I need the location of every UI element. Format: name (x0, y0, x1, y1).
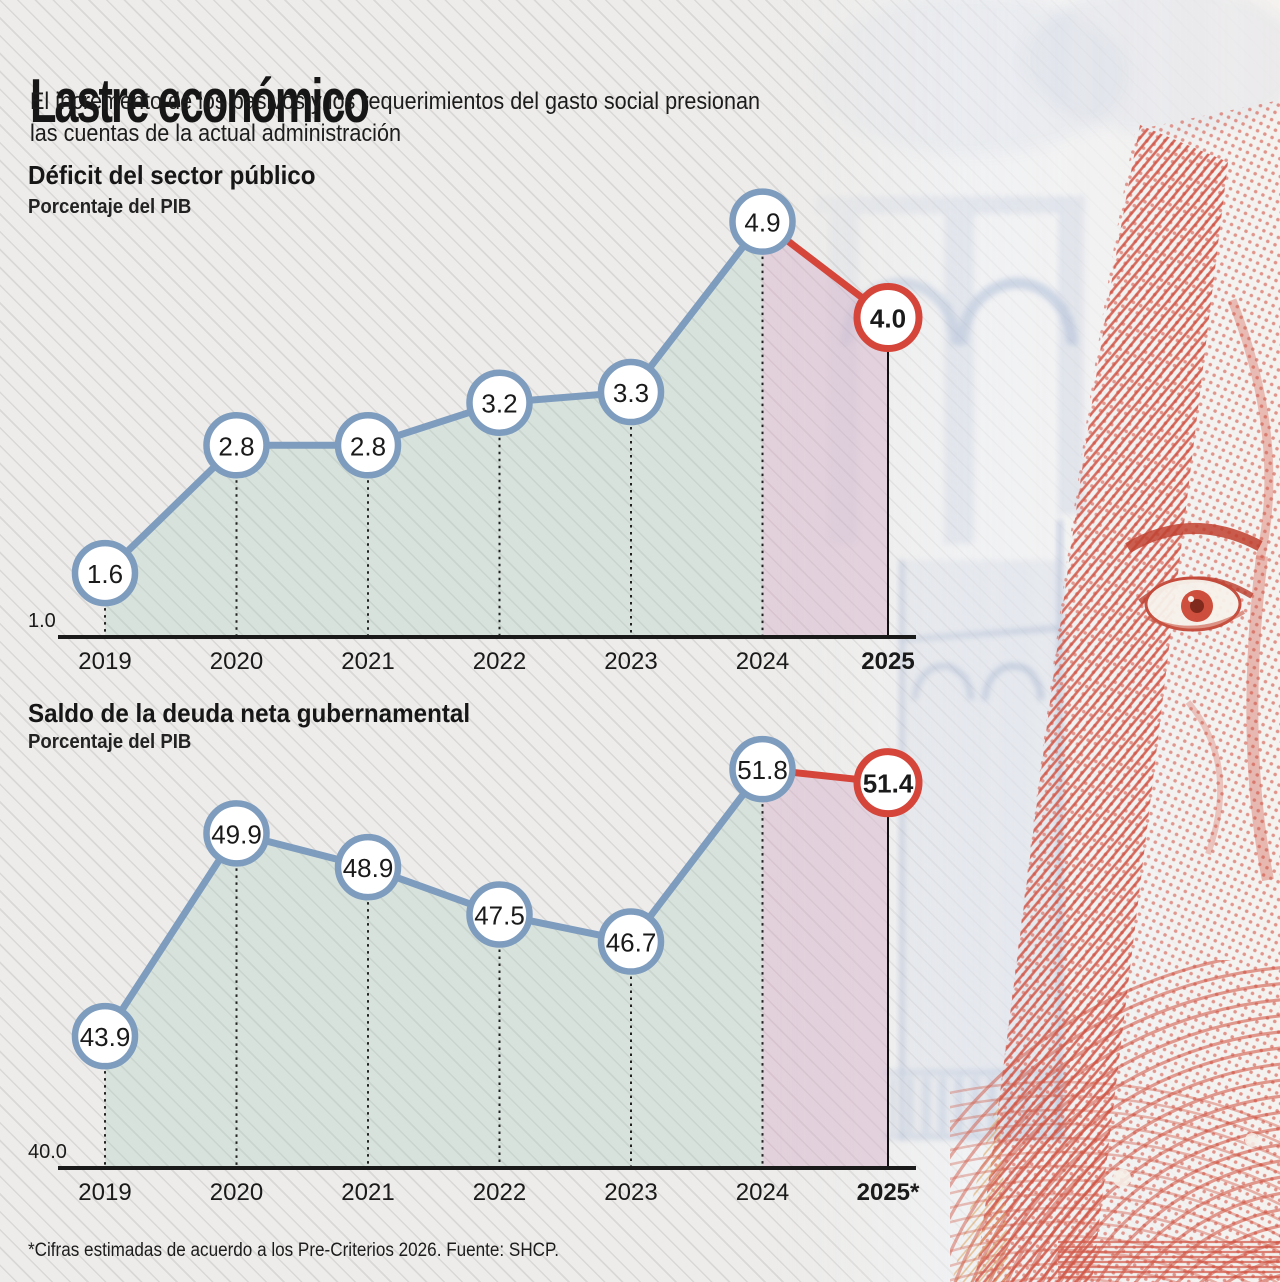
data-point-value: 49.9 (211, 819, 262, 849)
forecast-line (759, 765, 892, 787)
y-axis-min-label: 1.0 (28, 610, 56, 632)
banknote-architecture (810, 0, 1280, 1140)
source-footnote: *Cifras estimadas de acuerdo a los Pre-C… (28, 1240, 559, 1261)
data-point (203, 412, 270, 479)
history-area-fill (105, 769, 763, 1168)
data-point-value: 51.8 (737, 755, 788, 785)
forecast-data-point (853, 748, 923, 818)
data-point (597, 358, 665, 426)
banknote-railing (883, 1069, 1067, 1140)
data-point (729, 188, 796, 255)
x-tick-label: 2022 (473, 1179, 526, 1206)
x-tick-label: 2025 (861, 648, 914, 675)
data-point-value: 4.9 (744, 208, 780, 238)
x-tick-label: 2023 (604, 1179, 657, 1206)
chart2-title: Saldo de la deuda neta gubernamental (28, 698, 471, 728)
banknote-portrait (950, 100, 1280, 1282)
data-point-value: 47.5 (474, 901, 525, 931)
data-point (466, 369, 533, 436)
x-tick-label: 2025* (857, 1179, 920, 1206)
history-line (101, 218, 766, 577)
history-area-fill (105, 221, 763, 637)
forecast-line (759, 218, 892, 321)
page-title: Lastre económico (30, 66, 370, 136)
x-tick-label: 2020 (210, 648, 263, 675)
x-tick-label: 2024 (736, 1179, 789, 1206)
x-tick-label: 2021 (341, 1179, 394, 1206)
banknote-bottom-lines (1058, 1240, 1280, 1279)
forecast-area-fill (762, 769, 888, 1168)
x-tick-label: 2019 (78, 648, 131, 675)
data-point-value: 46.7 (606, 928, 657, 958)
data-point-value: 3.3 (613, 378, 649, 408)
data-point-value: 4.0 (870, 304, 906, 334)
y-axis-min-label: 40.0 (28, 1141, 67, 1163)
forecast-data-point (853, 283, 923, 352)
banknote-paper (745, 0, 1280, 1282)
data-point-value: 43.9 (80, 1022, 131, 1052)
data-point-value: 2.8 (350, 431, 386, 461)
data-point (71, 539, 139, 607)
chart2-subtitle: Porcentaje del PIB (28, 731, 192, 753)
data-point (203, 800, 270, 867)
x-tick-label: 2021 (341, 648, 394, 675)
chart-1: 1.6 2.8 2.8 3.2 3.3 4.9 4.0 2019 2020 2021 2022 202… (28, 188, 923, 675)
page-subtitle-line2: las cuentas de la actual administración (30, 120, 402, 147)
data-point-value: 3.2 (481, 389, 517, 419)
data-point (334, 833, 402, 901)
x-tick-label: 2022 (473, 648, 526, 675)
x-tick-label: 2023 (604, 648, 657, 675)
data-point-value: 2.8 (218, 431, 254, 461)
data-point-value: 48.9 (343, 853, 394, 883)
data-point (334, 412, 402, 479)
page-subtitle: El incremento de los pasivos y los reque… (30, 86, 760, 150)
data-point (71, 1002, 139, 1070)
x-tick-label: 2019 (78, 1179, 131, 1206)
chart-2: 43.9 49.9 48.9 47.5 46.7 51.8 51.4 2019 2020 2021… (28, 735, 923, 1206)
data-point (597, 908, 665, 975)
chart1-subtitle: Porcentaje del PIB (28, 196, 192, 218)
x-tick-label: 2024 (736, 648, 789, 675)
forecast-area-fill (762, 221, 888, 637)
history-line (101, 765, 766, 1040)
chart1-title: Déficit del sector público (28, 160, 316, 190)
page-subtitle-line1: El incremento de los pasivos y los reque… (30, 88, 760, 115)
data-point (729, 735, 796, 803)
data-point (466, 881, 533, 948)
data-point-value: 1.6 (87, 559, 123, 589)
banknote-guilloche (950, 960, 1280, 1282)
data-point-value: 51.4 (863, 769, 914, 799)
x-tick-label: 2020 (210, 1179, 263, 1206)
